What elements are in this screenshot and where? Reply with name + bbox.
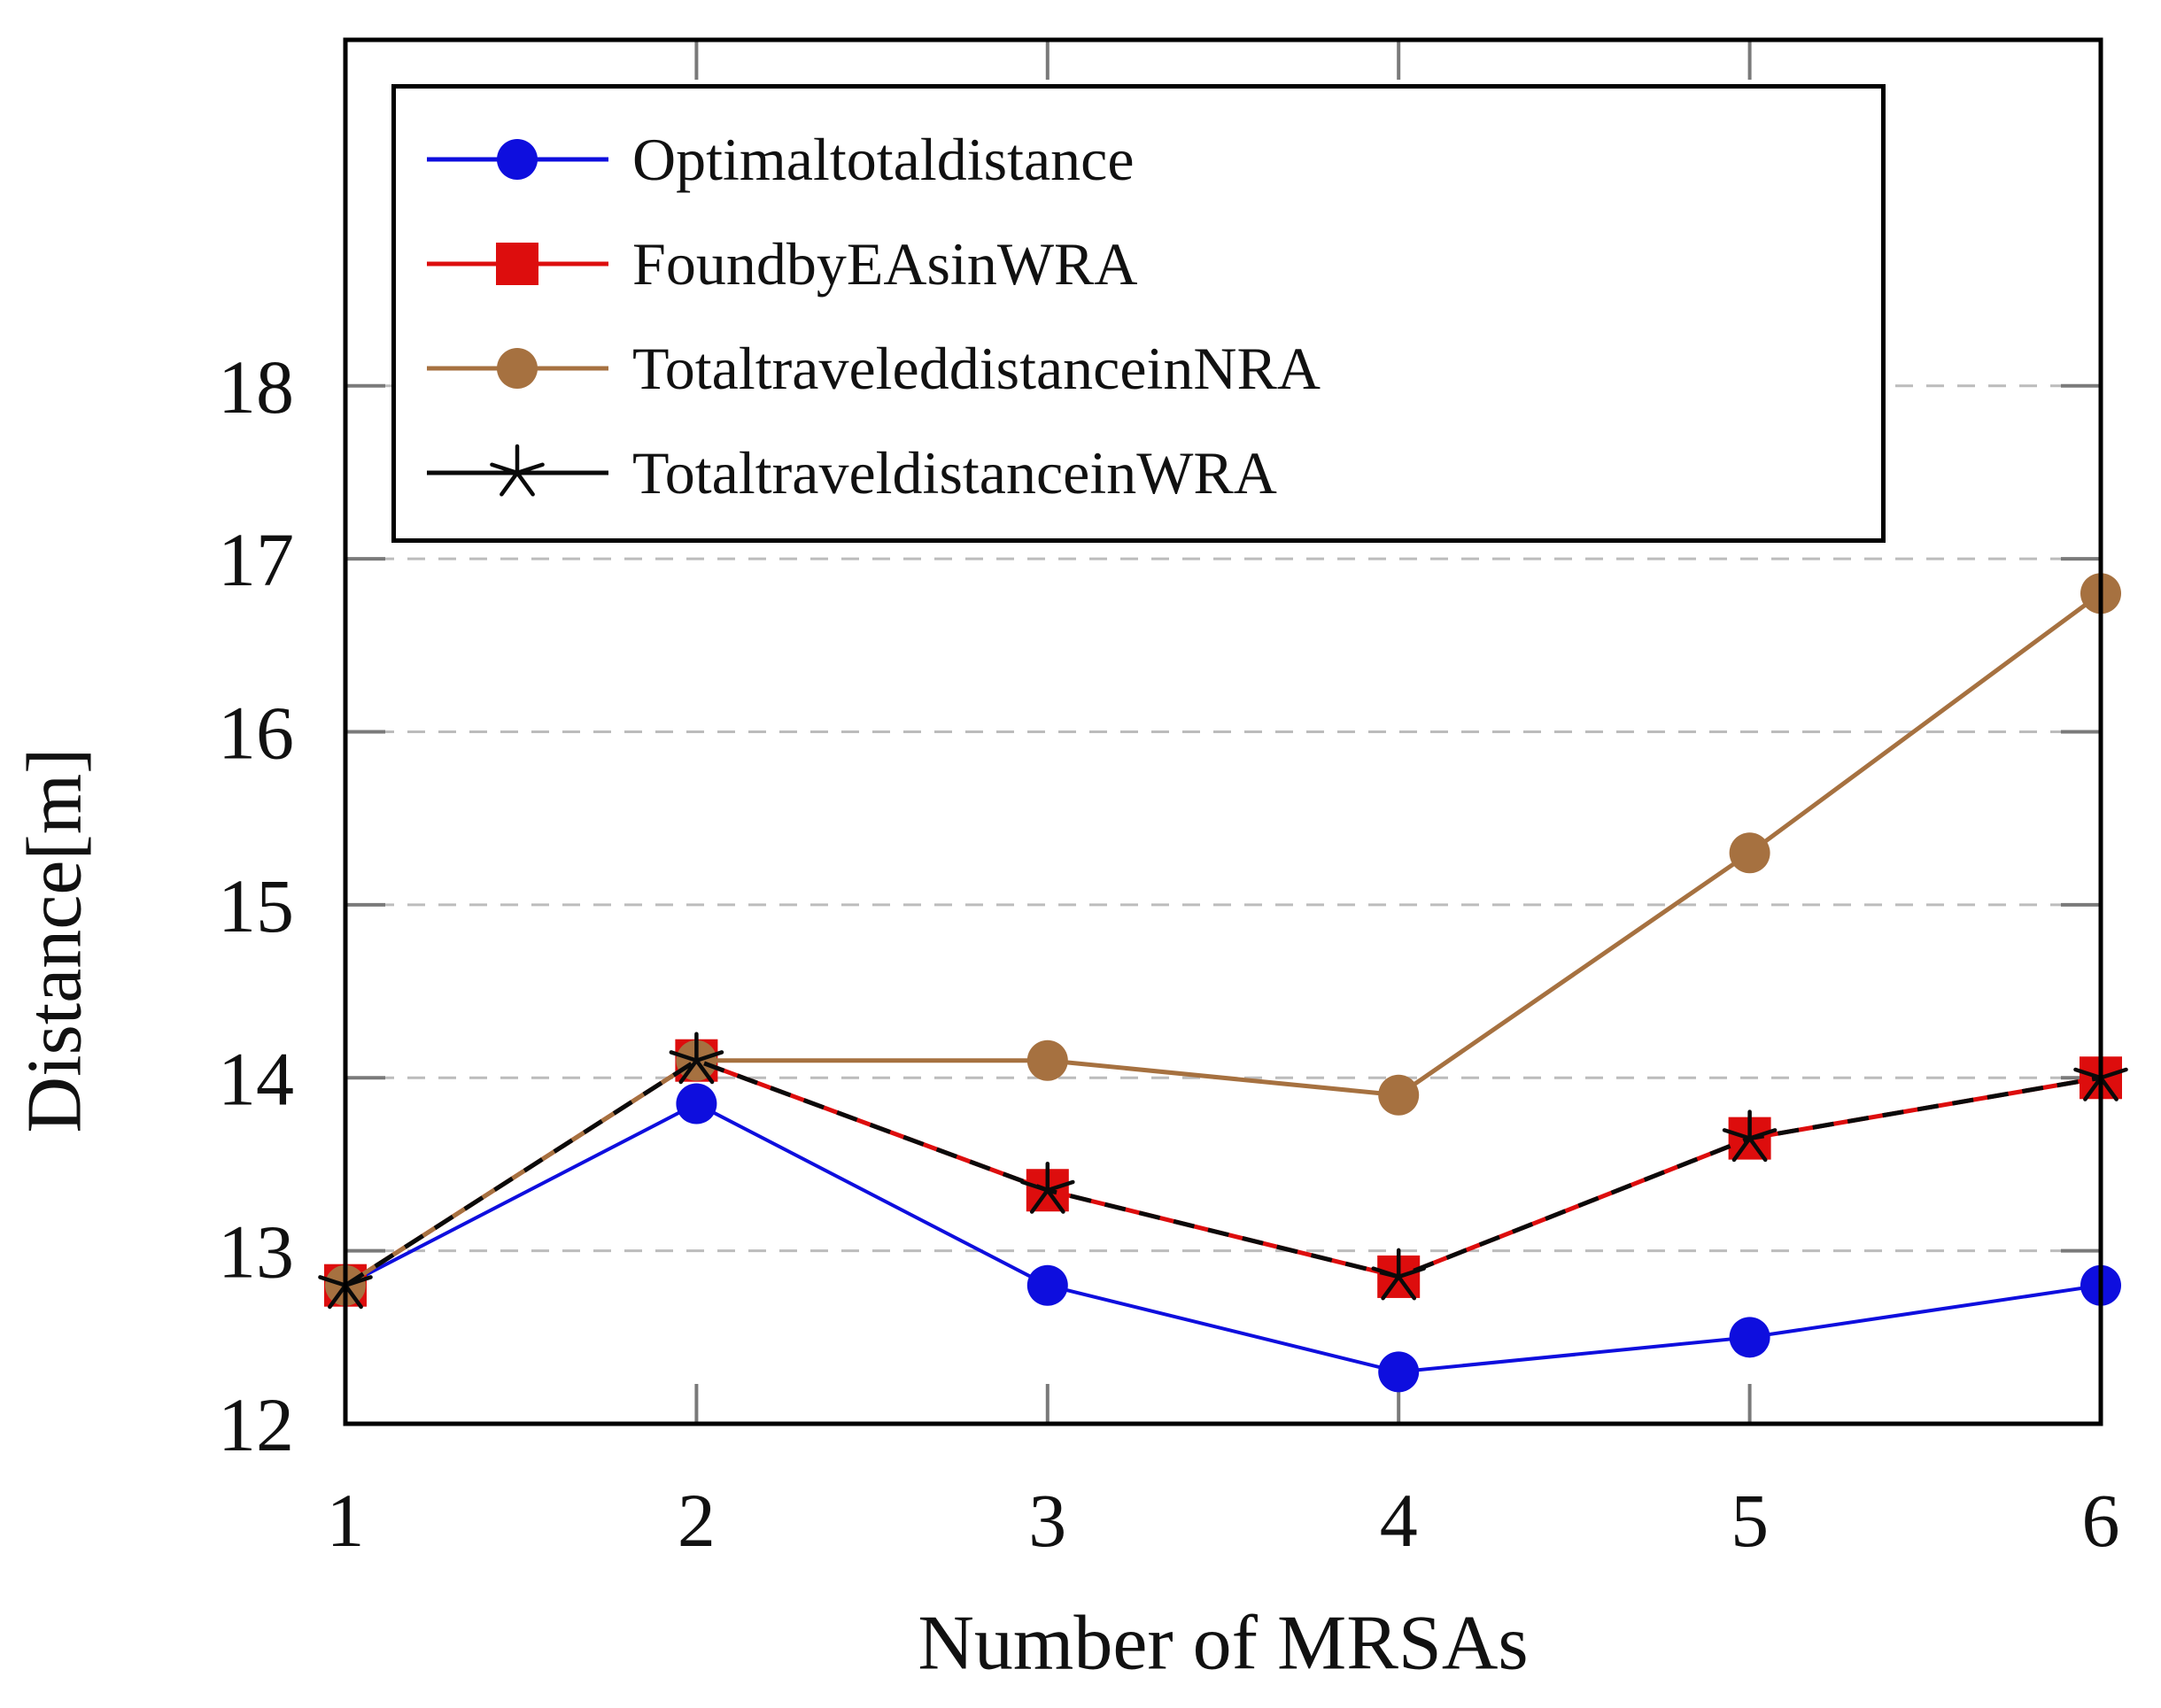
legend-row-2: TotaltraveleddistanceinNRA: [422, 316, 1881, 421]
data-point-TotaltraveleddistanceinNRA-x5: [1729, 832, 1770, 874]
y-tick-label-17: 17: [218, 517, 294, 602]
legend-row-3: TotaltraveldistanceinWRA: [422, 421, 1881, 525]
legend-sample-marker: [497, 139, 538, 180]
data-point-Optimaltotaldistance-x3: [1026, 1264, 1068, 1306]
data-point-TotaltraveleddistanceinNRA-x4: [1378, 1074, 1420, 1116]
y-tick-label-18: 18: [218, 344, 294, 429]
legend-sample-marker: [490, 444, 545, 497]
y-tick-label-13: 13: [218, 1210, 294, 1295]
data-point-TotaltraveldistanceinWRA-x2: [669, 1032, 724, 1085]
series-line-3: [344, 1057, 2102, 1287]
legend-row-0: Optimaltotaldistance: [422, 107, 1881, 212]
legend: Optimaltotaldistance FoundbyEAsinWRA Total…: [391, 84, 1886, 543]
x-tick-label-2: 2: [678, 1478, 716, 1563]
series-Optimaltotaldistance: [325, 1083, 2121, 1393]
data-point-TotaltraveldistanceinWRA-x3: [1020, 1161, 1075, 1214]
y-axis-title: Distance[m]: [12, 747, 98, 1133]
x-tick-label-3: 3: [1028, 1478, 1066, 1563]
data-point-TotaltraveleddistanceinNRA-x3: [1026, 1039, 1068, 1081]
series-TotaltraveldistanceinWRA: [318, 1032, 2128, 1310]
x-tick-label-6: 6: [2082, 1478, 2120, 1563]
series-TotaltraveleddistanceinNRA: [325, 573, 2121, 1306]
y-tick-label-12: 12: [218, 1382, 294, 1467]
legend-label: Optimaltotaldistance: [632, 125, 1135, 193]
legend-label: TotaltraveldistanceinWRA: [632, 438, 1277, 506]
plot-border: [343, 37, 2103, 1426]
legend-row-1: FoundbyEAsinWRA: [422, 212, 1881, 316]
y-tick-label-16: 16: [218, 691, 294, 776]
legend-sample-circle-icon: [427, 139, 608, 180]
legend-sample-marker: [497, 348, 538, 389]
x-tick-label-1: 1: [327, 1478, 365, 1563]
legend-sample-star-icon: [427, 444, 608, 497]
data-point-TotaltraveldistanceinWRA-x4: [1371, 1248, 1426, 1301]
x-tick-label-4: 4: [1380, 1478, 1418, 1563]
legend-sample-marker: [496, 243, 538, 285]
legend-sample-circle-icon: [427, 348, 608, 389]
legend-sample-square-icon: [427, 243, 608, 285]
y-tick-label-15: 15: [218, 863, 294, 948]
legend-label: TotaltraveleddistanceinNRA: [632, 334, 1321, 402]
y-tick-label-14: 14: [218, 1036, 294, 1121]
series-line-2: [344, 591, 2103, 1287]
data-point-Optimaltotaldistance-x2: [676, 1083, 717, 1124]
series-line-0: [345, 1101, 2102, 1374]
x-tick-label-5: 5: [1731, 1478, 1769, 1563]
x-axis-title: Number of MRSAs: [918, 1600, 1529, 1687]
data-point-Optimaltotaldistance-x4: [1378, 1351, 1420, 1393]
data-point-TotaltraveldistanceinWRA-x5: [1722, 1109, 1778, 1163]
data-point-Optimaltotaldistance-x5: [1729, 1317, 1770, 1358]
legend-label: FoundbyEAsinWRA: [632, 229, 1138, 298]
